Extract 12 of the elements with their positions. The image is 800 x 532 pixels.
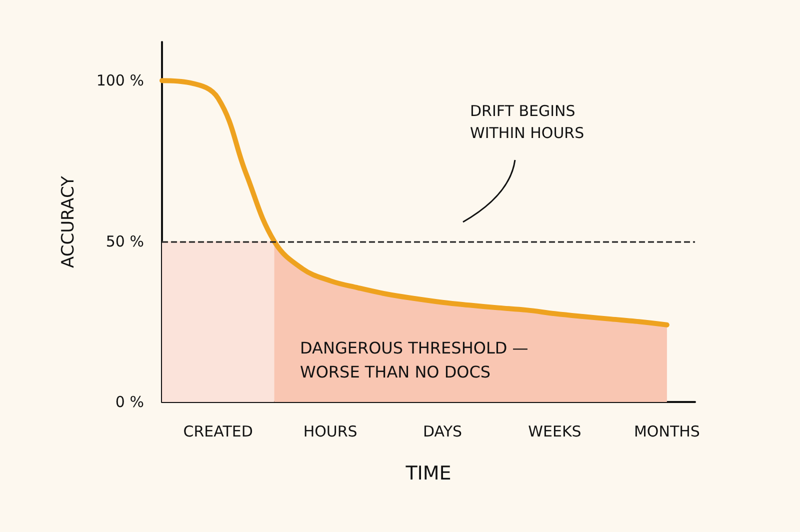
x-tick-label: DAYS: [422, 422, 462, 440]
x-tick-label: MONTHS: [634, 422, 700, 440]
x-tick-label: WEEKS: [528, 422, 582, 440]
annotation: DRIFT BEGINS WITHIN HOURS: [470, 102, 584, 142]
x-axis-title: TIME: [404, 462, 452, 484]
x-tick-label: HOURS: [303, 422, 358, 440]
x-tick-label: CREATED: [183, 422, 253, 440]
y-tick-label: 0 %: [115, 393, 144, 411]
annotation: DANGEROUS THRESHOLD — WORSE THAN NO DOCS: [300, 338, 534, 382]
y-axis-title: ACCURACY: [58, 175, 78, 268]
y-tick-label: 50 %: [106, 232, 144, 250]
y-tick-label: 100 %: [96, 72, 144, 90]
